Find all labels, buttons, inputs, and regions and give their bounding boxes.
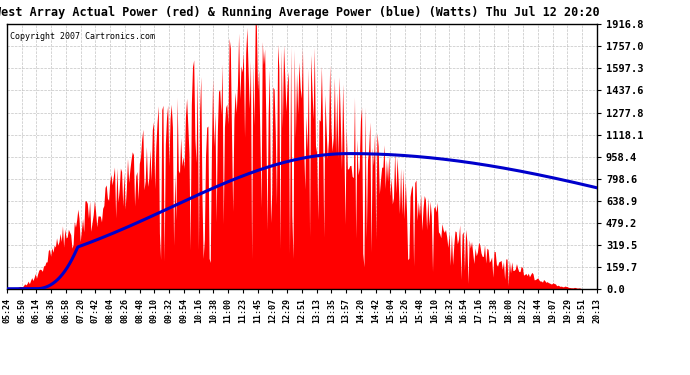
Text: Copyright 2007 Cartronics.com: Copyright 2007 Cartronics.com bbox=[10, 32, 155, 41]
Text: West Array Actual Power (red) & Running Average Power (blue) (Watts) Thu Jul 12 : West Array Actual Power (red) & Running … bbox=[0, 6, 600, 19]
